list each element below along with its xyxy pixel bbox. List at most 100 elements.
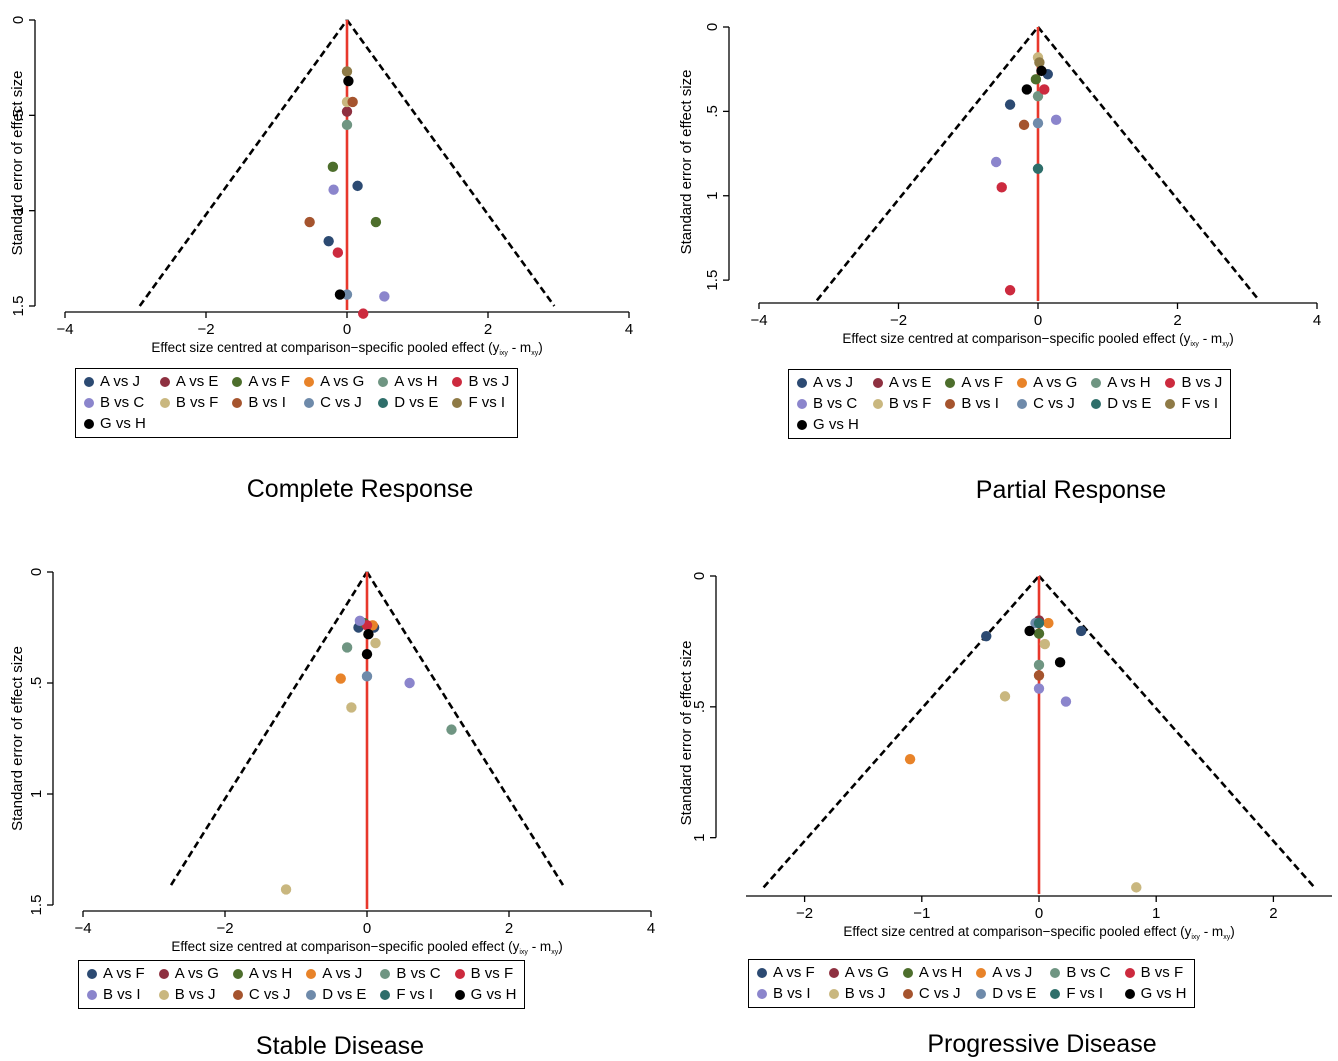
data-point: [354, 615, 366, 627]
legend-item: C vs J: [304, 394, 364, 412]
legend-label: A vs J: [322, 965, 363, 982]
legend-swatch: [454, 990, 465, 1000]
legend-label: B vs I: [103, 986, 141, 1003]
legend-item: B vs F: [159, 394, 219, 412]
data-point: [346, 702, 357, 713]
y-tick-label: 0: [691, 572, 708, 580]
legend-swatch: [757, 968, 767, 978]
legend-item: B vs J: [452, 373, 509, 391]
legend-label: B vs C: [396, 965, 441, 982]
legend-swatch: [232, 398, 243, 408]
data-point: [981, 630, 992, 642]
legend-item: B vs C: [797, 395, 859, 413]
data-point: [280, 884, 292, 895]
y-tick-label: 1.5: [704, 270, 721, 291]
data-point: [343, 75, 354, 87]
legend-swatch: [87, 969, 97, 979]
legend-swatch: [306, 990, 317, 1000]
data-point: [1075, 625, 1087, 637]
y-tick-label: 1: [704, 192, 721, 200]
legend-label: A vs G: [844, 964, 889, 981]
data-point: [1030, 74, 1042, 85]
legend-label: A vs F: [773, 964, 815, 981]
legend-swatch: [1124, 989, 1135, 999]
x-axis-title: Effect size centred at comparison−specif…: [171, 939, 562, 956]
legend-swatch: [797, 420, 807, 430]
legend-item: A vs J: [797, 374, 859, 392]
data-point: [996, 182, 1007, 193]
legend-label: D vs E: [1107, 395, 1152, 412]
legend-item: C vs J: [902, 985, 962, 1003]
legend-label: B vs F: [175, 394, 219, 411]
legend-label: A vs E: [888, 374, 932, 391]
data-point: [328, 184, 339, 195]
legend-swatch: [380, 969, 391, 979]
legend-item: D vs E: [976, 985, 1036, 1003]
legend-label: C vs J: [1033, 395, 1075, 412]
y-tick-label: 0: [28, 568, 45, 576]
legend-item: C vs J: [1017, 395, 1077, 413]
legend-swatch: [304, 377, 315, 387]
legend-item: B vs J: [828, 985, 889, 1003]
legend-swatch: [828, 968, 839, 978]
legend-label: A vs J: [100, 373, 141, 390]
legend-item: A vs H: [232, 965, 292, 983]
legend-label: F vs I: [396, 986, 434, 1003]
legend-swatch: [306, 969, 317, 979]
legend-swatch: [232, 377, 243, 387]
legend-item: B vs J: [1165, 374, 1222, 392]
legend-swatch: [378, 377, 389, 387]
legend-swatch: [902, 968, 913, 978]
funnel-plot: −4 −2 0 2 4 0 .5 1 1.5 Standard error of effect s…: [9, 568, 655, 956]
legend-label: A vs H: [394, 373, 438, 390]
data-point: [1004, 99, 1016, 110]
legend-label: A vs G: [320, 373, 365, 390]
legend-item: A vs G: [158, 965, 219, 983]
legend-swatch: [378, 398, 389, 408]
legend-item: A vs G: [1017, 374, 1077, 392]
x-axis-title: Effect size centred at comparison−specif…: [843, 924, 1234, 941]
legend-item: A vs G: [304, 373, 364, 391]
x-tick-label: 4: [625, 321, 633, 338]
x-tick-label: −1: [913, 905, 930, 922]
data-point: [1039, 638, 1051, 650]
legend-item: D vs E: [378, 394, 438, 412]
data-point: [1054, 657, 1066, 668]
legend-label: B vs I: [961, 395, 999, 412]
funnel-left-line: [815, 26, 1040, 302]
legend-item: B vs I: [757, 985, 815, 1003]
data-point: [332, 247, 344, 258]
legend-item: A vs H: [378, 373, 438, 391]
x-tick-label: 1: [1152, 905, 1160, 922]
legend-swatch: [797, 378, 807, 388]
data-point: [370, 216, 382, 228]
legend-item: G vs H: [797, 416, 859, 434]
x-axis-title: Effect size centred at comparison−specif…: [151, 340, 542, 357]
x-tick-label: 2: [484, 321, 492, 338]
legend-swatch: [757, 989, 767, 999]
x-tick-label: 0: [1035, 905, 1043, 922]
data-point: [404, 677, 415, 689]
legend-label: A vs F: [103, 965, 145, 982]
data-point: [379, 291, 390, 302]
legend-label: A vs G: [1033, 374, 1078, 391]
legend-swatch: [797, 399, 807, 409]
funnel-right-line: [1036, 26, 1261, 302]
data-point: [304, 216, 315, 228]
legend-item: B vs C: [1050, 964, 1111, 982]
data-point: [1033, 683, 1045, 694]
legend-item: A vs J: [306, 965, 366, 983]
legend-item: F vs I: [380, 986, 440, 1004]
legend-label: C vs J: [918, 985, 961, 1002]
legend-label: F vs I: [1066, 985, 1104, 1002]
data-point: [1033, 628, 1045, 639]
legend-item: G vs H: [84, 415, 146, 433]
x-tick-label: 0: [1034, 312, 1042, 329]
legend-swatch: [87, 990, 97, 1000]
legend-label: B vs I: [248, 394, 286, 411]
legend-swatch: [84, 377, 94, 387]
legend-swatch: [872, 399, 883, 409]
data-point: [904, 753, 916, 765]
data-point: [1033, 670, 1045, 681]
legend-swatch: [1124, 968, 1135, 978]
